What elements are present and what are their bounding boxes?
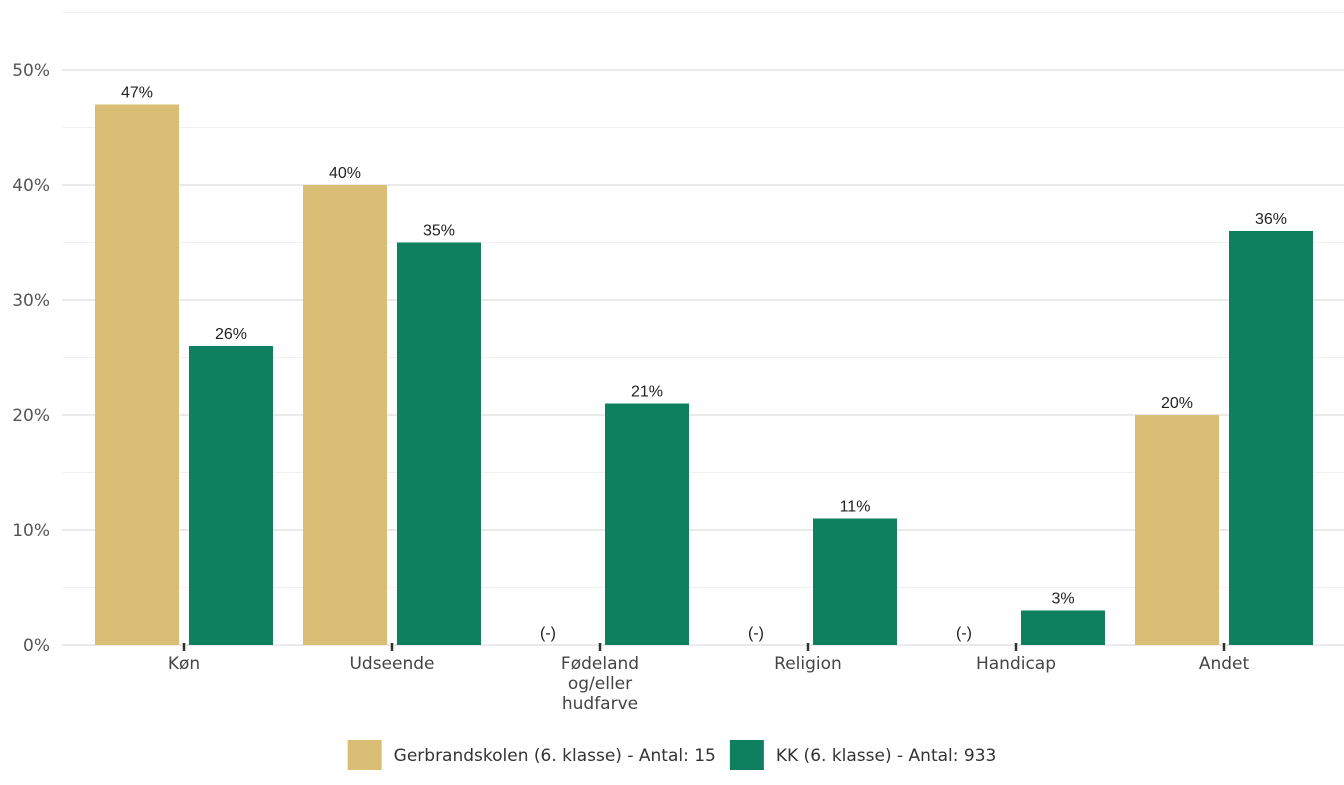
bar-kk-4 bbox=[1021, 610, 1105, 645]
data-labels: 47% 26% 40% 35% (-) 21% (-) 11% (-) 3% 20% 36% bbox=[121, 85, 1287, 643]
y-axis: 0% 10% 20% 30% 40% 50% bbox=[12, 61, 50, 656]
legend-label: KK (6. klasse) - Antal: 933 bbox=[776, 746, 996, 766]
data-label-missing: (-) bbox=[540, 625, 556, 642]
data-label-missing: (-) bbox=[748, 625, 764, 642]
legend: Gerbrandskolen (6. klasse) - Antal: 15 KK… bbox=[347, 740, 996, 770]
bar-kk-3 bbox=[813, 518, 897, 645]
data-label: 40% bbox=[329, 165, 361, 182]
x-tick-label: Fødeland og/eller hudfarve bbox=[561, 654, 639, 714]
x-tick-label: Andet bbox=[1199, 654, 1250, 674]
data-label: 35% bbox=[423, 223, 455, 240]
x-tick-label: Udseende bbox=[349, 654, 434, 674]
bar-kk-5 bbox=[1229, 231, 1313, 645]
y-tick-label: 0% bbox=[23, 636, 50, 656]
legend-label: Gerbrandskolen (6. klasse) - Antal: 15 bbox=[394, 746, 716, 766]
bar-kk-0 bbox=[189, 346, 273, 645]
bar-gerbrandskolen-1 bbox=[303, 185, 387, 645]
data-label: 20% bbox=[1161, 395, 1193, 412]
y-tick-label: 40% bbox=[12, 176, 50, 196]
y-tick-label: 50% bbox=[12, 61, 50, 81]
bar-gerbrandskolen-5 bbox=[1135, 415, 1219, 645]
data-label: 47% bbox=[121, 85, 153, 102]
y-tick-label: 30% bbox=[12, 291, 50, 311]
data-label: 3% bbox=[1051, 591, 1074, 608]
bar-kk-2 bbox=[605, 403, 689, 645]
y-tick-label: 10% bbox=[12, 521, 50, 541]
y-tick-label: 20% bbox=[12, 406, 50, 426]
data-label: 11% bbox=[840, 499, 871, 516]
data-label: 21% bbox=[631, 384, 663, 401]
bars bbox=[95, 104, 1313, 645]
legend-item: Gerbrandskolen (6. klasse) - Antal: 15 bbox=[347, 740, 716, 770]
x-tick-label: Handicap bbox=[976, 654, 1056, 674]
legend-item: KK (6. klasse) - Antal: 933 bbox=[729, 740, 996, 770]
legend-swatch bbox=[729, 740, 764, 770]
data-label-missing: (-) bbox=[956, 625, 972, 642]
x-tick-label: Køn bbox=[168, 654, 200, 674]
x-axis: Køn Udseende Fødeland og/eller hudfarve Relig… bbox=[168, 643, 1250, 714]
bar-gerbrandskolen-0 bbox=[95, 104, 179, 645]
bar-kk-1 bbox=[397, 242, 481, 645]
data-label: 36% bbox=[1255, 211, 1287, 228]
legend-swatch bbox=[347, 740, 382, 770]
x-tick-label: Religion bbox=[774, 654, 842, 674]
gridlines bbox=[62, 12, 1344, 646]
data-label: 26% bbox=[215, 326, 247, 343]
